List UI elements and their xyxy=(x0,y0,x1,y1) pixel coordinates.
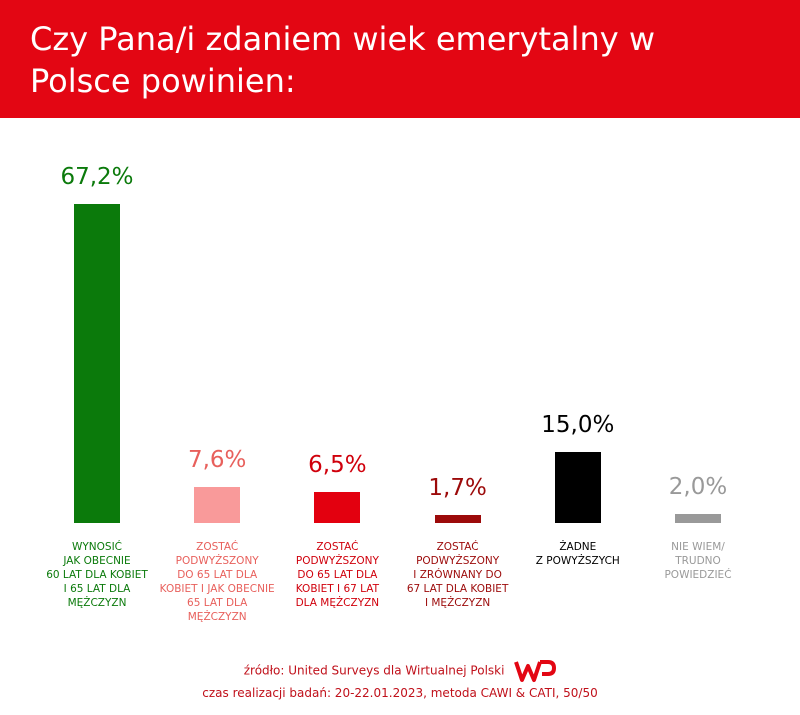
logo xyxy=(514,660,557,682)
bar xyxy=(554,451,601,523)
value-label: 15,0% xyxy=(541,411,615,438)
source: źródło: United Surveys dla Wirtualnej Po… xyxy=(0,658,800,684)
category-label: ŻADNE Z POWYŻSZYCH xyxy=(535,541,620,567)
note: czas realizacji badań: 20-22.01.2023, me… xyxy=(202,686,598,700)
category-label: ZOSTAĆ PODWYŻSZONY DO 65 LAT DLA KOBIET … xyxy=(159,541,275,623)
value-label: 6,5% xyxy=(308,452,367,479)
bar xyxy=(314,492,361,523)
value-label: 67,2% xyxy=(60,163,134,190)
category-label: ZOSTAĆ PODWYŻSZONY DO 65 LAT DLA KOBIET … xyxy=(295,541,380,609)
value-label: 7,6% xyxy=(187,446,247,473)
bar xyxy=(194,486,241,523)
category-label: WYNOSIĆ JAK OBECNIE 60 LAT DLA KOBIET I … xyxy=(46,541,148,609)
category-label: NIE WIEM/ TRUDNO POWIEDZIEĆ xyxy=(664,541,732,581)
bar xyxy=(434,514,481,523)
source-text: źródło: United Surveys dla Wirtualnej Po… xyxy=(243,663,505,678)
value-label: 1,7% xyxy=(428,474,487,501)
value-label: 2,0% xyxy=(668,473,728,500)
header-band: Czy Pana/i zdaniem wiek emerytalny w Pol… xyxy=(0,0,800,118)
chart-title: Czy Pana/i zdaniem wiek emerytalny w Pol… xyxy=(30,20,656,100)
category-label: ZOSTAĆ PODWYŻSZONY I ZRÓWNANY DO 67 LAT … xyxy=(406,541,509,609)
bar xyxy=(74,203,120,523)
bar xyxy=(675,513,721,523)
